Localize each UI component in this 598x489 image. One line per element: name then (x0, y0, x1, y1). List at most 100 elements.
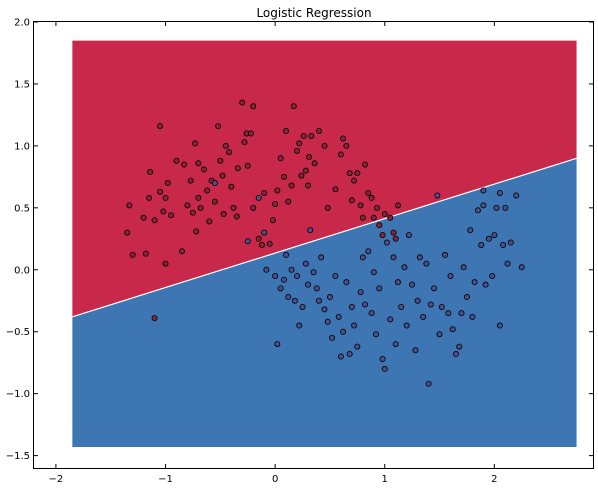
data-point (291, 297, 298, 304)
data-point (485, 235, 492, 242)
data-point (365, 189, 372, 196)
data-point (489, 272, 496, 279)
data-point (266, 240, 273, 247)
data-point (310, 269, 317, 276)
data-point (151, 217, 158, 224)
data-point (290, 103, 297, 110)
data-point (206, 218, 213, 225)
data-point (351, 322, 358, 329)
data-point (405, 232, 412, 239)
data-point (449, 326, 456, 333)
data-point (274, 341, 281, 348)
y-tick-label: 2.0 (14, 18, 30, 29)
data-point (425, 380, 432, 387)
data-point (471, 279, 478, 286)
data-point (467, 227, 474, 234)
data-point (394, 202, 401, 209)
data-point (387, 214, 394, 221)
data-point (460, 264, 467, 271)
data-point (381, 211, 388, 218)
data-point (354, 170, 361, 177)
data-point (478, 241, 485, 248)
data-point (263, 266, 270, 273)
data-point (142, 250, 149, 257)
data-point (359, 214, 366, 221)
data-point (335, 313, 342, 320)
data-point (513, 192, 520, 199)
data-point (302, 167, 309, 174)
data-point (140, 214, 147, 221)
plot-frame (33, 21, 594, 469)
data-point (480, 187, 487, 194)
data-point (370, 214, 377, 221)
data-point (496, 322, 503, 329)
data-point (376, 222, 383, 229)
data-point (195, 160, 202, 167)
data-point (348, 303, 355, 310)
data-point (244, 238, 251, 245)
data-point (394, 279, 401, 286)
data-point (324, 204, 331, 211)
data-point (302, 260, 309, 267)
data-point (306, 154, 313, 161)
x-axis: −2 −1 0 1 2 (49, 22, 498, 485)
data-point (348, 197, 355, 204)
x-tick-label: 1 (382, 474, 388, 485)
data-point (248, 130, 255, 137)
data-point (187, 177, 194, 184)
data-point (438, 303, 445, 310)
data-point (204, 187, 211, 194)
upper-region (72, 40, 577, 317)
data-point (294, 272, 301, 279)
data-point (372, 331, 379, 338)
data-point (351, 177, 358, 184)
data-point (296, 140, 303, 147)
data-point (285, 198, 292, 205)
data-point (392, 341, 399, 348)
data-point (357, 202, 364, 209)
data-point (362, 301, 369, 308)
data-point (452, 351, 459, 358)
data-point (493, 204, 500, 211)
data-point (401, 264, 408, 271)
y-tick-label: −1.5 (6, 451, 30, 462)
data-point (346, 351, 353, 358)
data-point (220, 211, 227, 218)
data-point (230, 204, 237, 211)
data-point (365, 248, 372, 255)
data-point (255, 194, 262, 201)
data-point (398, 303, 405, 310)
data-point (321, 142, 328, 149)
data-point (222, 142, 229, 149)
data-point (234, 165, 241, 172)
data-point (420, 313, 427, 320)
data-point (151, 315, 158, 322)
data-point (343, 142, 350, 149)
data-point (261, 189, 268, 196)
data-point (280, 276, 287, 283)
data-point (332, 272, 339, 279)
data-point (129, 251, 136, 258)
data-point (491, 232, 498, 239)
chart-title: Logistic Regression (256, 6, 371, 20)
data-point (387, 316, 394, 323)
data-point (308, 132, 315, 139)
data-point (233, 213, 240, 220)
data-point (250, 204, 257, 211)
x-tick-label: −1 (158, 474, 173, 485)
data-point (412, 347, 419, 354)
data-point (423, 260, 430, 267)
data-point (392, 235, 399, 242)
data-point (434, 192, 441, 199)
data-point (211, 180, 218, 187)
data-point (193, 228, 200, 235)
data-point (311, 160, 318, 167)
data-point (340, 135, 347, 142)
data-point (321, 306, 328, 313)
data-point (181, 161, 188, 168)
data-point (346, 170, 353, 177)
x-tick-label: −2 (49, 474, 64, 485)
data-point (482, 281, 489, 288)
data-point (332, 186, 339, 193)
data-point (162, 194, 169, 201)
